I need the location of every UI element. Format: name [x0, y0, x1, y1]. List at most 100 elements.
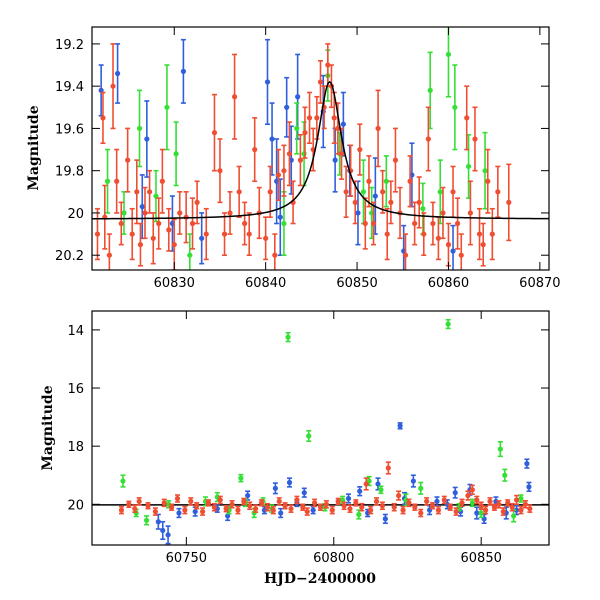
- top-panel: 60830 60840 60850 60860 60870 19.2 19.4 19.6 19.…: [26, 26, 561, 291]
- data-point: [465, 133, 472, 199]
- data-point: [524, 458, 530, 469]
- data-point: [155, 513, 161, 530]
- data-point: [153, 169, 159, 223]
- data-point: [217, 138, 223, 204]
- data-point: [343, 165, 349, 218]
- data-point: [106, 233, 112, 270]
- data-point: [169, 503, 175, 511]
- bottom-ytick-label: 16: [67, 382, 84, 397]
- data-point: [134, 159, 140, 225]
- data-point: [281, 191, 287, 257]
- data-point: [317, 60, 324, 104]
- data-point: [370, 201, 377, 246]
- data-point: [402, 233, 409, 270]
- data-point: [385, 461, 391, 475]
- data-point: [164, 64, 170, 151]
- data-point: [269, 102, 275, 176]
- data-point: [177, 191, 183, 235]
- top-panel-model-curve: [92, 81, 549, 220]
- data-point: [430, 201, 436, 246]
- data-point: [469, 484, 475, 495]
- data-point: [100, 91, 106, 145]
- data-point: [489, 207, 495, 261]
- data-point: [352, 180, 358, 225]
- top-panel-series: [94, 27, 512, 270]
- top-xtick-label: 60850: [336, 276, 377, 291]
- bottom-panel-ylabel: Magnitude: [40, 385, 56, 470]
- data-point: [150, 212, 156, 265]
- data-point: [527, 504, 533, 513]
- data-point: [509, 502, 515, 512]
- data-point: [171, 218, 177, 270]
- data-point: [300, 503, 306, 511]
- data-point: [264, 38, 271, 125]
- data-point: [474, 506, 480, 520]
- data-point: [412, 201, 418, 246]
- data-point: [355, 180, 361, 246]
- data-point: [137, 222, 144, 267]
- bottom-panel-xlabel: HJD−2400000: [264, 571, 376, 587]
- top-panel-ylabel: Magnitude: [26, 105, 42, 190]
- data-point: [372, 157, 378, 235]
- data-point: [497, 441, 503, 458]
- bottom-panel: 60750 60800 60850 14 16 18 20 Magnitude HJD−24…: [40, 310, 550, 587]
- data-point: [246, 212, 252, 257]
- data-point: [306, 429, 312, 443]
- data-point: [194, 502, 200, 510]
- data-point: [459, 498, 465, 508]
- top-ytick-label: 19.6: [55, 122, 84, 137]
- data-point: [455, 197, 461, 250]
- data-point: [314, 95, 320, 140]
- data-point: [229, 500, 235, 509]
- data-point: [264, 502, 271, 512]
- data-point: [412, 503, 418, 511]
- data-point: [304, 507, 310, 516]
- bottom-xtick-label: 60750: [166, 551, 207, 566]
- data-point: [132, 504, 138, 513]
- data-point: [310, 127, 316, 172]
- data-point: [441, 495, 447, 505]
- data-point: [480, 222, 486, 267]
- data-point: [194, 180, 200, 225]
- data-point: [166, 207, 172, 252]
- data-point: [253, 504, 259, 513]
- data-point: [310, 505, 316, 515]
- bottom-ytick-label: 20: [67, 498, 84, 513]
- data-point: [483, 505, 489, 515]
- data-point: [247, 501, 253, 511]
- data-point: [199, 212, 205, 265]
- data-point: [496, 500, 502, 509]
- data-point: [356, 509, 362, 520]
- data-point: [447, 503, 453, 511]
- top-xtick-label: 60840: [245, 276, 286, 291]
- data-point: [418, 481, 424, 495]
- data-point: [487, 497, 493, 506]
- data-point: [282, 502, 288, 510]
- data-point: [98, 64, 104, 117]
- data-point: [503, 506, 509, 520]
- data-point: [221, 212, 228, 257]
- data-point: [392, 127, 399, 193]
- data-point: [332, 127, 338, 193]
- data-point: [435, 216, 442, 261]
- data-point: [258, 499, 265, 507]
- data-point: [121, 191, 127, 235]
- data-point: [104, 148, 111, 214]
- data-point: [159, 148, 165, 214]
- data-point: [353, 499, 359, 507]
- data-point: [236, 165, 242, 218]
- bottom-series-1: [120, 318, 524, 526]
- data-point: [252, 117, 258, 183]
- data-point: [425, 106, 431, 172]
- data-point: [275, 148, 282, 202]
- data-point: [363, 477, 369, 491]
- data-point: [182, 505, 188, 515]
- data-point: [189, 197, 196, 250]
- data-point: [410, 474, 416, 488]
- data-point: [378, 485, 384, 495]
- data-point: [476, 207, 483, 261]
- data-point: [396, 490, 402, 501]
- data-point: [450, 224, 456, 270]
- data-point: [223, 504, 229, 513]
- data-point: [474, 495, 480, 505]
